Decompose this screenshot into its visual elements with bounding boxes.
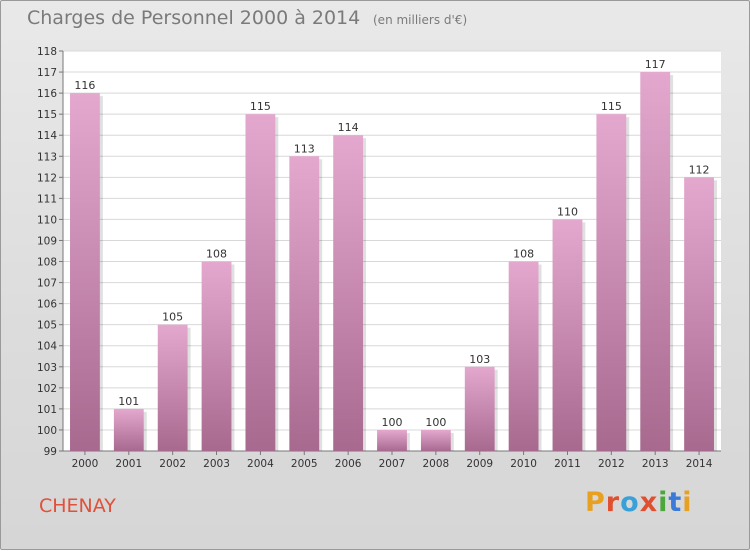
y-tick-label: 105: [37, 320, 57, 332]
y-tick-label: 118: [37, 46, 57, 58]
bar: [289, 156, 320, 451]
x-tick-label: 2004: [247, 458, 274, 470]
data-label: 112: [689, 163, 710, 176]
y-tick-label: 104: [37, 341, 57, 353]
logo-letter: i: [682, 487, 693, 518]
data-label: 105: [162, 311, 183, 324]
bar: [245, 114, 276, 451]
bar: [684, 177, 714, 451]
y-tick-label: 114: [37, 130, 57, 142]
bar: [464, 366, 495, 451]
y-tick-label: 107: [37, 278, 57, 290]
x-tick-label: 2007: [379, 458, 406, 470]
y-tick-label: 111: [37, 193, 57, 205]
y-tick-label: 115: [37, 109, 57, 121]
y-tick-label: 112: [37, 172, 57, 184]
y-tick-label: 109: [37, 235, 57, 247]
data-label: 110: [557, 205, 578, 218]
y-tick-label: 101: [37, 404, 57, 416]
y-tick-label: 103: [37, 362, 57, 374]
x-tick-label: 2000: [72, 458, 99, 470]
x-tick-label: 2003: [203, 458, 230, 470]
x-tick-label: 2012: [598, 458, 625, 470]
chart-subtitle: (en milliers d'€): [373, 13, 468, 27]
y-tick-label: 113: [37, 151, 57, 163]
logo-letter: P: [585, 487, 606, 518]
logo-letter: i: [658, 487, 669, 518]
chart-title: Charges de Personnel 2000 à 2014: [27, 7, 361, 29]
bar: [596, 114, 627, 451]
y-tick-label: 117: [37, 67, 57, 79]
data-label: 103: [469, 353, 490, 366]
y-tick-label: 106: [37, 299, 57, 311]
data-label: 115: [601, 100, 622, 113]
x-tick-label: 2009: [466, 458, 493, 470]
x-tick-label: 2010: [510, 458, 537, 470]
logo-letter: x: [639, 487, 659, 518]
y-tick-label: 116: [37, 88, 57, 100]
bar: [640, 72, 671, 451]
y-tick-label: 100: [37, 425, 57, 437]
bar: [508, 261, 539, 451]
y-tick-label: 108: [37, 257, 57, 269]
data-label: 114: [338, 121, 359, 134]
proxiti-logo: Proxiti: [585, 487, 693, 518]
x-tick-label: 2014: [686, 458, 713, 470]
data-label: 113: [294, 142, 315, 155]
bar: [552, 219, 583, 451]
bar: [70, 93, 100, 452]
data-label: 101: [118, 395, 139, 408]
x-tick-label: 2002: [159, 458, 186, 470]
data-label: 108: [513, 248, 534, 261]
x-tick-label: 2006: [335, 458, 362, 470]
x-tick-label: 2001: [115, 458, 142, 470]
data-label: 108: [206, 248, 227, 261]
x-tick-label: 2011: [554, 458, 581, 470]
bar: [157, 324, 188, 451]
y-tick-label: 99: [44, 446, 57, 458]
commune-name: CHENAY: [39, 495, 116, 517]
logo-letter: o: [620, 487, 640, 518]
bar: [201, 261, 232, 451]
y-tick-label: 102: [37, 383, 57, 395]
data-label: 115: [250, 100, 271, 113]
y-tick-label: 110: [37, 214, 57, 226]
data-label: 116: [74, 79, 95, 92]
bar: [420, 429, 451, 451]
bar: [377, 429, 407, 451]
logo-letter: t: [668, 487, 683, 518]
bar: [113, 408, 144, 451]
data-label: 100: [382, 416, 403, 429]
x-tick-label: 2005: [291, 458, 318, 470]
x-tick-label: 2008: [422, 458, 449, 470]
logo-letter: r: [605, 487, 621, 518]
data-label: 117: [645, 58, 666, 71]
bar: [333, 135, 364, 452]
data-label: 100: [425, 416, 446, 429]
x-tick-label: 2013: [642, 458, 669, 470]
